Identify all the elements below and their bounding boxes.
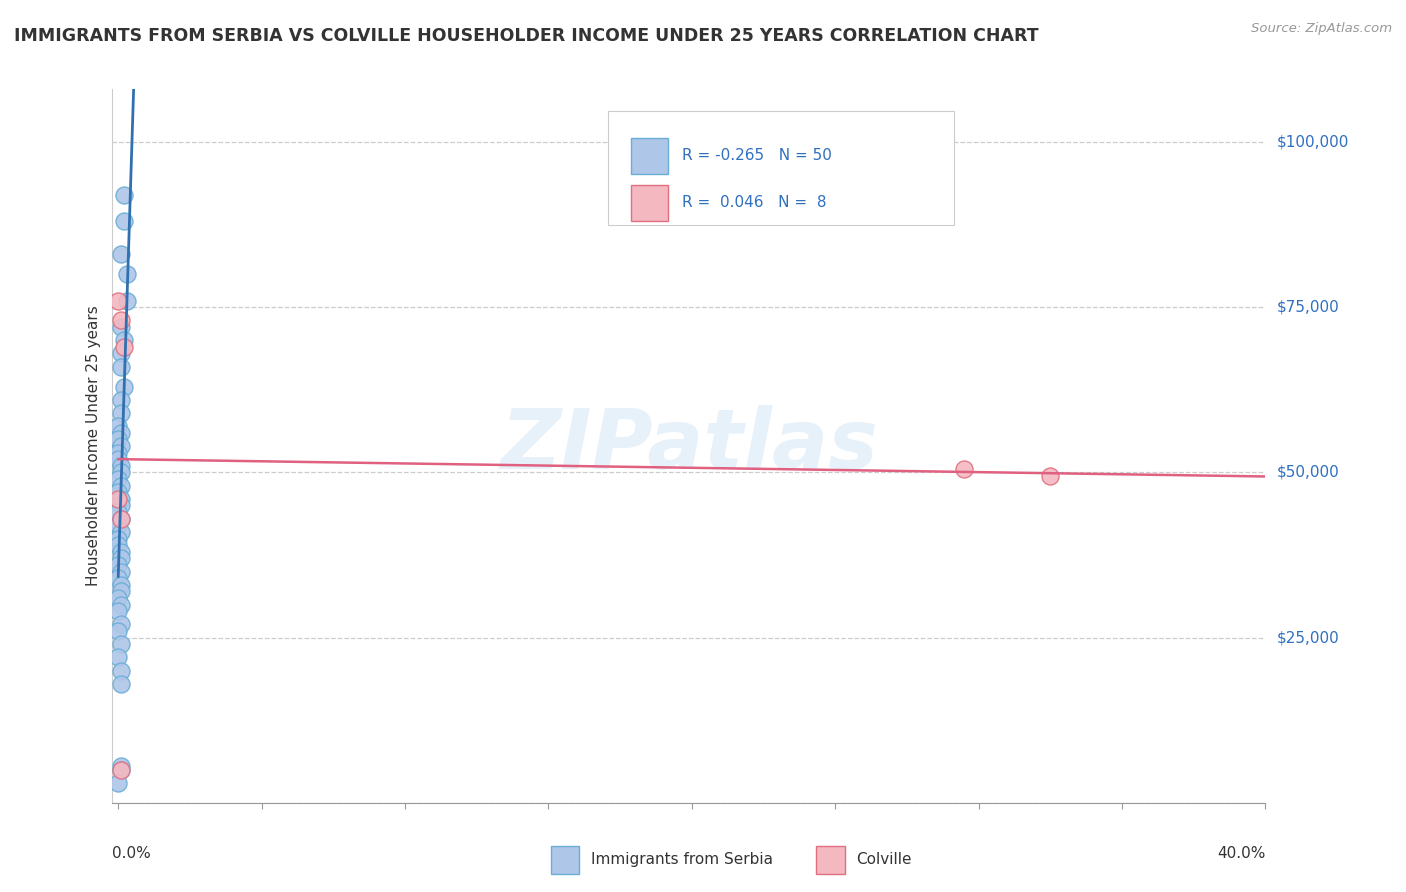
Point: [107, 505, 129, 519]
Point: [107, 485, 129, 500]
FancyBboxPatch shape: [609, 111, 955, 225]
Point: [107, 538, 129, 552]
Text: $100,000: $100,000: [1277, 135, 1348, 150]
Y-axis label: Householder Income Under 25 years: Householder Income Under 25 years: [86, 306, 101, 586]
Point: [110, 664, 132, 678]
Point: [110, 466, 132, 480]
Text: Colville: Colville: [856, 853, 911, 867]
Point: [107, 452, 129, 467]
Point: [112, 379, 135, 393]
Point: [110, 677, 132, 691]
Point: [110, 545, 132, 559]
Point: [110, 759, 132, 773]
Point: [110, 499, 132, 513]
Point: [110, 247, 132, 261]
Point: [107, 604, 129, 618]
Point: [110, 313, 132, 327]
Point: [110, 478, 132, 492]
Point: [107, 532, 129, 546]
Point: [110, 584, 132, 599]
Point: [107, 433, 129, 447]
Point: [107, 293, 129, 308]
Point: [1039, 468, 1062, 483]
Point: [110, 392, 132, 407]
Text: Immigrants from Serbia: Immigrants from Serbia: [591, 853, 773, 867]
Point: [107, 518, 129, 533]
Point: [110, 511, 132, 525]
Point: [110, 598, 132, 612]
Point: [110, 763, 132, 777]
Text: $25,000: $25,000: [1277, 630, 1340, 645]
Text: R =  0.046   N =  8: R = 0.046 N = 8: [682, 195, 827, 211]
Point: [110, 406, 132, 420]
Point: [107, 776, 129, 790]
Point: [110, 617, 132, 632]
Point: [107, 491, 129, 506]
Point: [110, 551, 132, 566]
Point: [107, 571, 129, 585]
Point: [107, 472, 129, 486]
Point: [112, 333, 135, 347]
Text: ZIPatlas: ZIPatlas: [501, 406, 877, 486]
FancyBboxPatch shape: [631, 185, 668, 220]
FancyBboxPatch shape: [815, 846, 845, 874]
Point: [110, 511, 132, 525]
Text: $75,000: $75,000: [1277, 300, 1340, 315]
Point: [115, 267, 138, 281]
Point: [110, 439, 132, 453]
Point: [110, 763, 132, 777]
Point: [115, 293, 138, 308]
Point: [107, 591, 129, 605]
Text: 0.0%: 0.0%: [112, 846, 152, 861]
Point: [953, 462, 976, 476]
Point: [110, 578, 132, 592]
Point: [110, 491, 132, 506]
Point: [112, 340, 135, 354]
Point: [112, 214, 135, 228]
Point: [107, 445, 129, 459]
Point: [107, 558, 129, 572]
Point: [110, 320, 132, 334]
Point: [110, 565, 132, 579]
Point: [110, 524, 132, 539]
Text: R = -0.265   N = 50: R = -0.265 N = 50: [682, 148, 832, 163]
Point: [110, 458, 132, 473]
Text: Source: ZipAtlas.com: Source: ZipAtlas.com: [1251, 22, 1392, 36]
Point: [107, 624, 129, 638]
Point: [107, 419, 129, 434]
Point: [110, 346, 132, 360]
Text: IMMIGRANTS FROM SERBIA VS COLVILLE HOUSEHOLDER INCOME UNDER 25 YEARS CORRELATION: IMMIGRANTS FROM SERBIA VS COLVILLE HOUSE…: [14, 27, 1039, 45]
FancyBboxPatch shape: [551, 846, 579, 874]
Point: [110, 637, 132, 651]
Point: [110, 359, 132, 374]
Point: [110, 425, 132, 440]
Point: [112, 188, 135, 202]
Text: $50,000: $50,000: [1277, 465, 1340, 480]
Text: 40.0%: 40.0%: [1218, 846, 1265, 861]
FancyBboxPatch shape: [631, 138, 668, 174]
Point: [107, 650, 129, 665]
